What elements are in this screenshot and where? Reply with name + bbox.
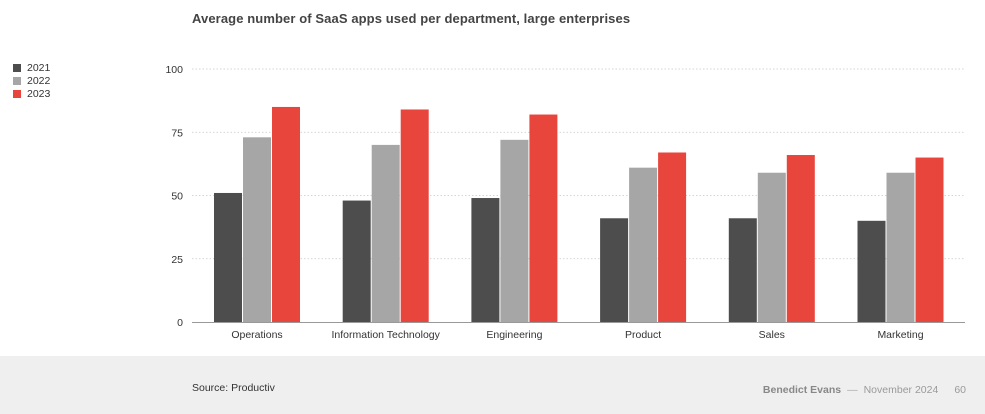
x-tick-label: Marketing bbox=[877, 329, 923, 341]
legend-label-2023: 2023 bbox=[27, 87, 51, 100]
bar-2021 bbox=[214, 192, 242, 322]
bar-2022 bbox=[243, 137, 271, 322]
chart-title: Average number of SaaS apps used per dep… bbox=[192, 11, 631, 26]
bar-2022 bbox=[500, 139, 529, 322]
page-number: 60 bbox=[954, 384, 966, 396]
bar-2023 bbox=[915, 157, 944, 322]
bar-2021 bbox=[600, 218, 629, 322]
bar-2023 bbox=[529, 114, 558, 322]
legend-item-2021: 2021 bbox=[13, 61, 50, 74]
legend-swatch-2023 bbox=[13, 89, 21, 98]
bar-2022 bbox=[886, 172, 915, 322]
y-tick-label: 25 bbox=[171, 254, 183, 266]
legend-swatch-2022 bbox=[13, 76, 21, 85]
legend-item-2023: 2023 bbox=[13, 87, 50, 100]
bar-2021 bbox=[471, 198, 500, 322]
source-note: Source: Productiv bbox=[192, 382, 275, 394]
x-tick-label: Sales bbox=[759, 329, 785, 341]
bar-2022 bbox=[629, 167, 658, 322]
legend: 2021 2022 2023 bbox=[13, 61, 50, 100]
author-name: Benedict Evans bbox=[762, 384, 842, 396]
bar-chart: 0 25 50 75 100 Operations Information Technolo… bbox=[165, 64, 965, 341]
x-tick-label: Engineering bbox=[486, 329, 542, 341]
credit-separator: — bbox=[847, 384, 858, 396]
y-tick-label: 75 bbox=[171, 127, 183, 139]
legend-swatch-2021 bbox=[13, 63, 21, 72]
bar-2022 bbox=[757, 172, 786, 322]
legend-label-2021: 2021 bbox=[27, 61, 51, 74]
x-tick-label: Information Technology bbox=[332, 329, 441, 341]
bar-2023 bbox=[400, 109, 429, 322]
bar-2021 bbox=[342, 200, 371, 322]
bar-2021 bbox=[857, 220, 886, 322]
bar-2023 bbox=[658, 152, 687, 322]
bar-2022 bbox=[371, 144, 400, 322]
legend-label-2022: 2022 bbox=[27, 74, 51, 87]
y-tick-label: 100 bbox=[165, 64, 183, 76]
bar-2021 bbox=[728, 218, 757, 322]
credit-date: November 2024 bbox=[863, 384, 939, 396]
y-tick-label: 50 bbox=[171, 191, 183, 203]
bar-2023 bbox=[786, 155, 815, 322]
bar-2023 bbox=[272, 106, 300, 322]
y-tick-label: 0 bbox=[177, 317, 183, 329]
credit: Benedict Evans — November 2024 60 bbox=[763, 384, 966, 396]
x-tick-label: Operations bbox=[231, 329, 282, 341]
x-tick-label: Product bbox=[625, 329, 661, 341]
legend-item-2022: 2022 bbox=[13, 74, 50, 87]
footer: Source: Productiv Benedict Evans — Novem… bbox=[0, 356, 985, 414]
